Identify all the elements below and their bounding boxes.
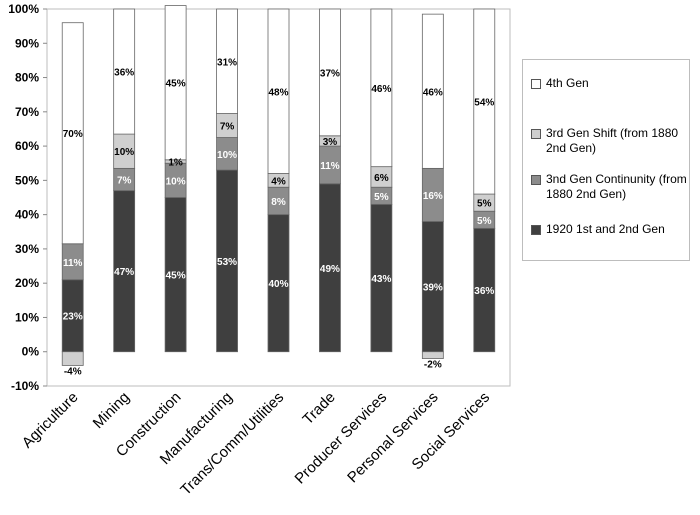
data-label: 3% [323, 137, 338, 148]
data-label: 45% [166, 271, 186, 282]
y-tick-label: 30% [15, 242, 39, 256]
data-label: 5% [477, 216, 492, 227]
data-label: 31% [217, 57, 237, 68]
bar-segment [319, 8, 341, 137]
category-label: Producer Services [292, 389, 391, 488]
y-tick-label: -10% [11, 379, 39, 393]
data-label: 8% [271, 197, 286, 208]
data-label: 43% [371, 274, 391, 285]
data-label: 4% [271, 176, 286, 187]
y-tick-label: 20% [15, 276, 39, 290]
legend-swatch [531, 225, 541, 235]
category-label: Personal Services [344, 389, 442, 487]
legend-item-1920-gen: 1920 1st and 2nd Gen [531, 222, 665, 237]
data-label: 49% [320, 264, 340, 275]
y-tick-label: 90% [15, 36, 39, 50]
data-label: -2% [424, 360, 442, 371]
bar-segment [61, 22, 84, 245]
category-label: Trans/Comm/Utilities [177, 389, 287, 499]
y-tick-label: 40% [15, 208, 39, 222]
bar-segment [61, 351, 84, 366]
data-label: 7% [117, 176, 132, 187]
bar-segment [421, 13, 444, 169]
legend-label: 4th Gen [546, 76, 589, 90]
data-label: 11% [63, 258, 83, 269]
data-label: 11% [320, 161, 340, 172]
legend-item-3nd-gen-continuity: 3nd Gen Continunity (from 1880 2nd Gen) [531, 172, 689, 202]
data-label: 54% [474, 98, 494, 109]
data-label: 70% [63, 129, 83, 140]
legend-swatch [531, 175, 541, 185]
y-tick-label: 100% [8, 2, 39, 16]
y-tick-label: 10% [15, 310, 39, 324]
legend-swatch [531, 79, 541, 89]
data-label: 6% [374, 173, 389, 184]
data-label: 10% [114, 147, 134, 158]
chart-legend: 4th Gen 3rd Gen Shift (from 1880 2nd Gen… [522, 59, 690, 261]
data-label: -4% [64, 366, 82, 377]
data-label: 5% [374, 192, 389, 203]
data-label: 45% [166, 79, 186, 90]
data-label: 47% [114, 267, 134, 278]
data-label: 16% [423, 191, 443, 202]
y-tick-label: 60% [15, 139, 39, 153]
category-label: Mining [90, 389, 133, 432]
data-label: 37% [320, 68, 340, 79]
data-label: 36% [474, 286, 494, 297]
data-label: 53% [217, 257, 237, 268]
data-label: 5% [477, 199, 492, 210]
bar-segment [164, 5, 187, 161]
bar-segment [370, 8, 393, 168]
legend-label: 3nd Gen Continunity (from 1880 2nd Gen) [546, 172, 687, 201]
y-tick-label: 50% [15, 173, 39, 187]
data-label: 23% [63, 312, 83, 323]
bar-segment [421, 351, 444, 359]
category-label: Agriculture [19, 389, 82, 452]
legend-item-3rd-gen-shift: 3rd Gen Shift (from 1880 2nd Gen) [531, 126, 689, 156]
category-label: Trade [299, 389, 338, 428]
y-tick-label: 0% [22, 345, 40, 359]
bar-segment [113, 8, 136, 135]
legend-swatch [531, 129, 541, 139]
data-label: 39% [423, 283, 443, 294]
data-label: 48% [268, 87, 288, 98]
data-label: 10% [217, 150, 237, 161]
bar-segment [216, 8, 238, 114]
data-label: 40% [268, 279, 288, 290]
legend-item-4th-gen: 4th Gen [531, 76, 589, 91]
legend-label: 3rd Gen Shift (from 1880 2nd Gen) [546, 126, 679, 155]
legend-label: 1920 1st and 2nd Gen [546, 222, 665, 236]
y-tick-label: 70% [15, 105, 39, 119]
bar-segment [473, 8, 496, 195]
data-label: 10% [166, 176, 186, 187]
bar-segment [267, 8, 290, 174]
data-label: 7% [220, 122, 235, 133]
data-label: 36% [114, 68, 134, 79]
data-label: 1% [168, 158, 183, 169]
data-label: 46% [371, 84, 391, 95]
y-tick-label: 80% [15, 71, 39, 85]
data-label: 46% [423, 87, 443, 98]
